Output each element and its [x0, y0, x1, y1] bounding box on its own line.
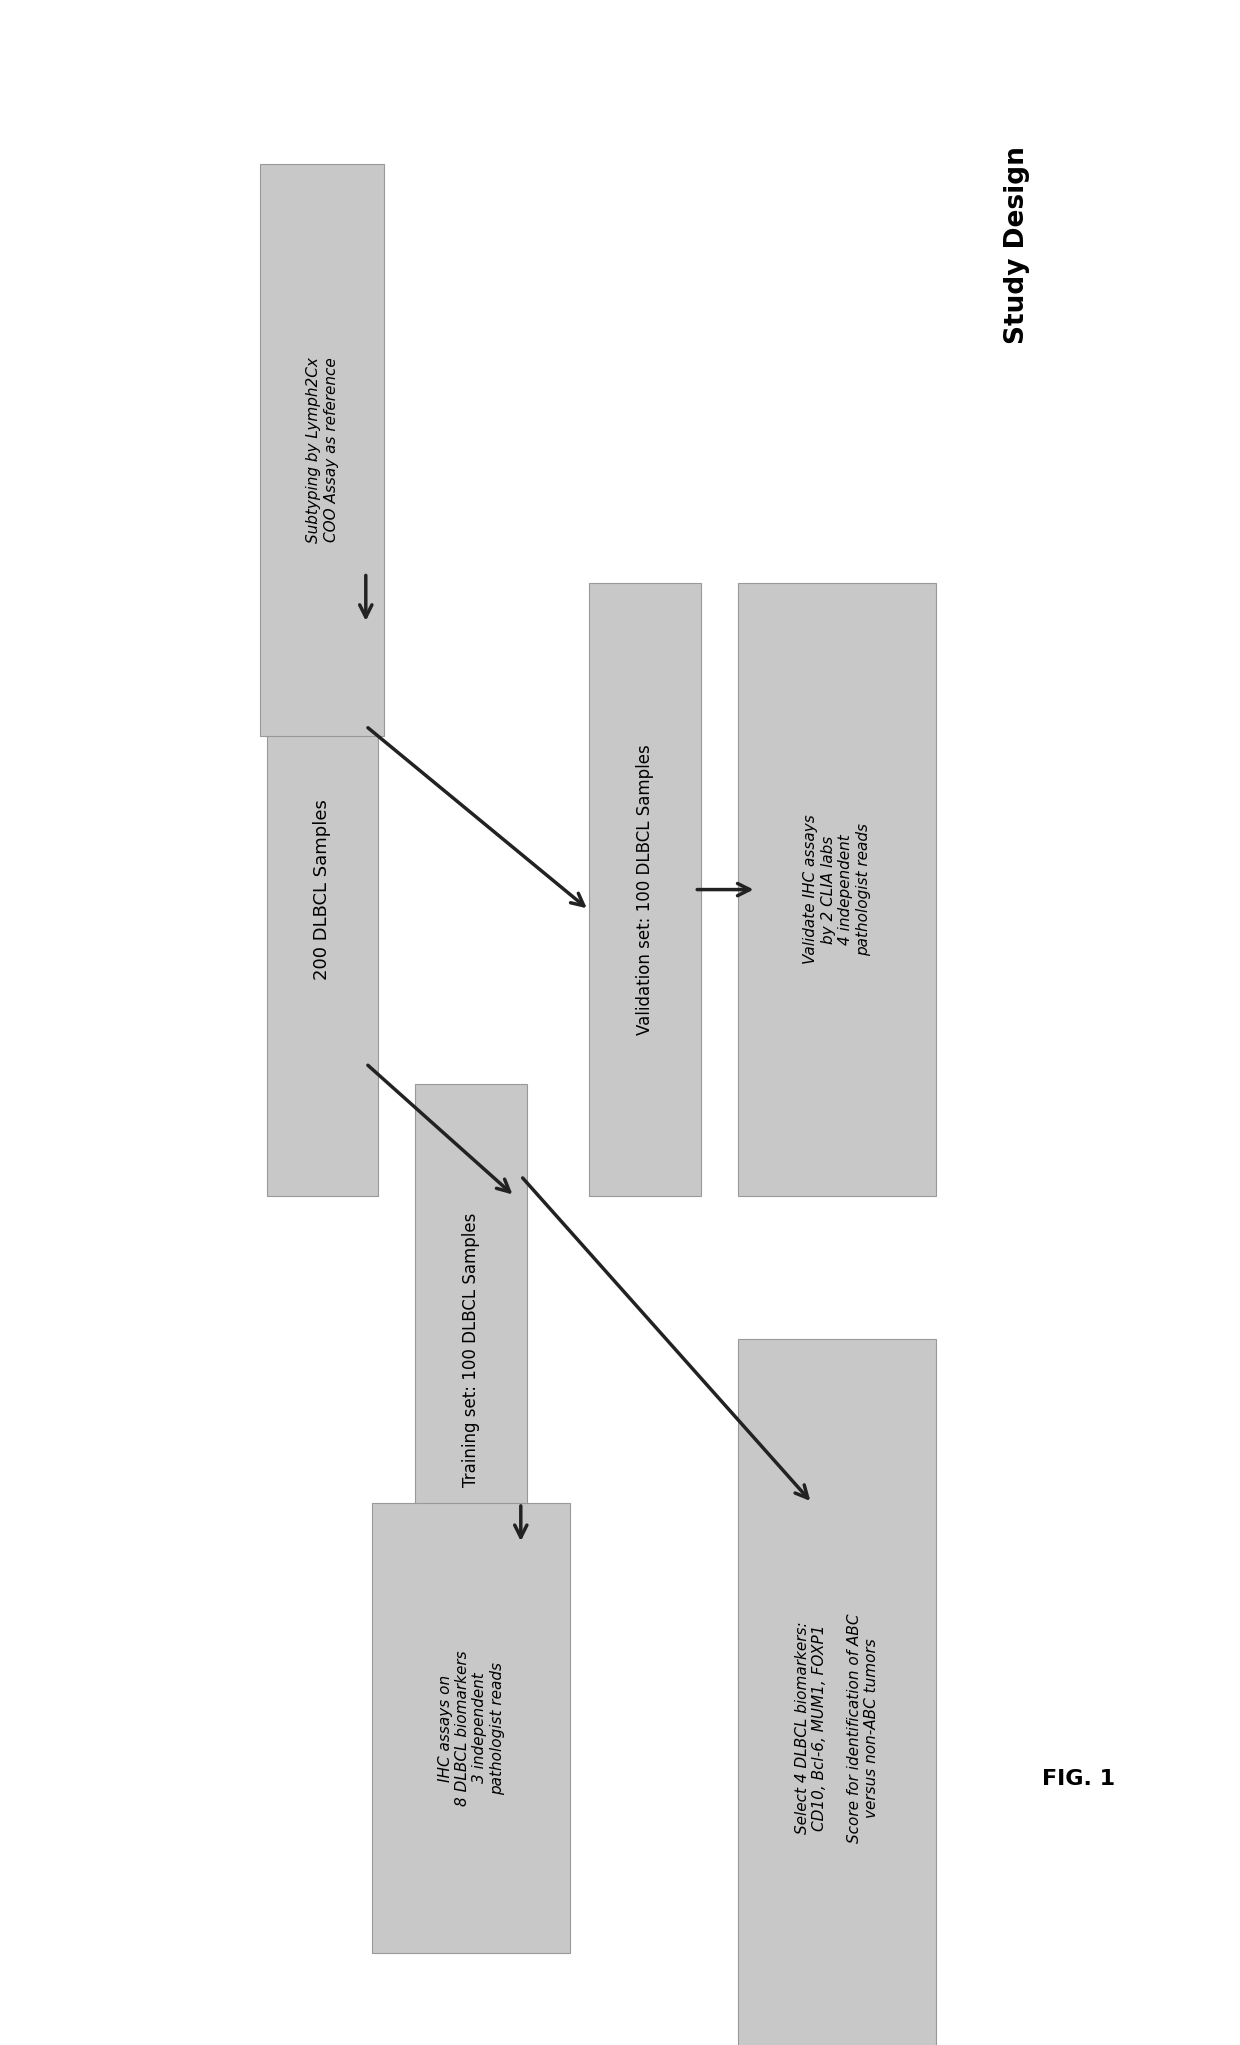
FancyBboxPatch shape — [589, 583, 701, 1196]
FancyBboxPatch shape — [415, 1084, 527, 1616]
Text: FIG. 1: FIG. 1 — [1043, 1769, 1115, 1789]
FancyBboxPatch shape — [738, 583, 936, 1196]
Text: Select 4 DLBCL biomarkers:
CD10, Bcl-6, MUM1, FOXP1

Score for identification of: Select 4 DLBCL biomarkers: CD10, Bcl-6, … — [795, 1614, 879, 1843]
Text: Validation set: 100 DLBCL Samples: Validation set: 100 DLBCL Samples — [636, 744, 653, 1035]
FancyBboxPatch shape — [738, 1339, 936, 2045]
FancyBboxPatch shape — [372, 1503, 570, 1953]
FancyBboxPatch shape — [267, 583, 378, 1196]
Text: Subtyping by Lymph2Cx
COO Assay as reference: Subtyping by Lymph2Cx COO Assay as refer… — [306, 358, 339, 542]
Text: IHC assays on
8 DLBCL biomarkers
3 independent
pathologist reads: IHC assays on 8 DLBCL biomarkers 3 indep… — [438, 1650, 505, 1806]
Text: Study Design: Study Design — [1004, 147, 1029, 344]
FancyBboxPatch shape — [260, 164, 384, 736]
Text: 200 DLBCL Samples: 200 DLBCL Samples — [314, 800, 331, 980]
Text: Training set: 100 DLBCL Samples: Training set: 100 DLBCL Samples — [463, 1213, 480, 1487]
Text: Validate IHC assays
by 2 CLIA labs
4 independent
pathologist reads: Validate IHC assays by 2 CLIA labs 4 ind… — [804, 814, 870, 965]
